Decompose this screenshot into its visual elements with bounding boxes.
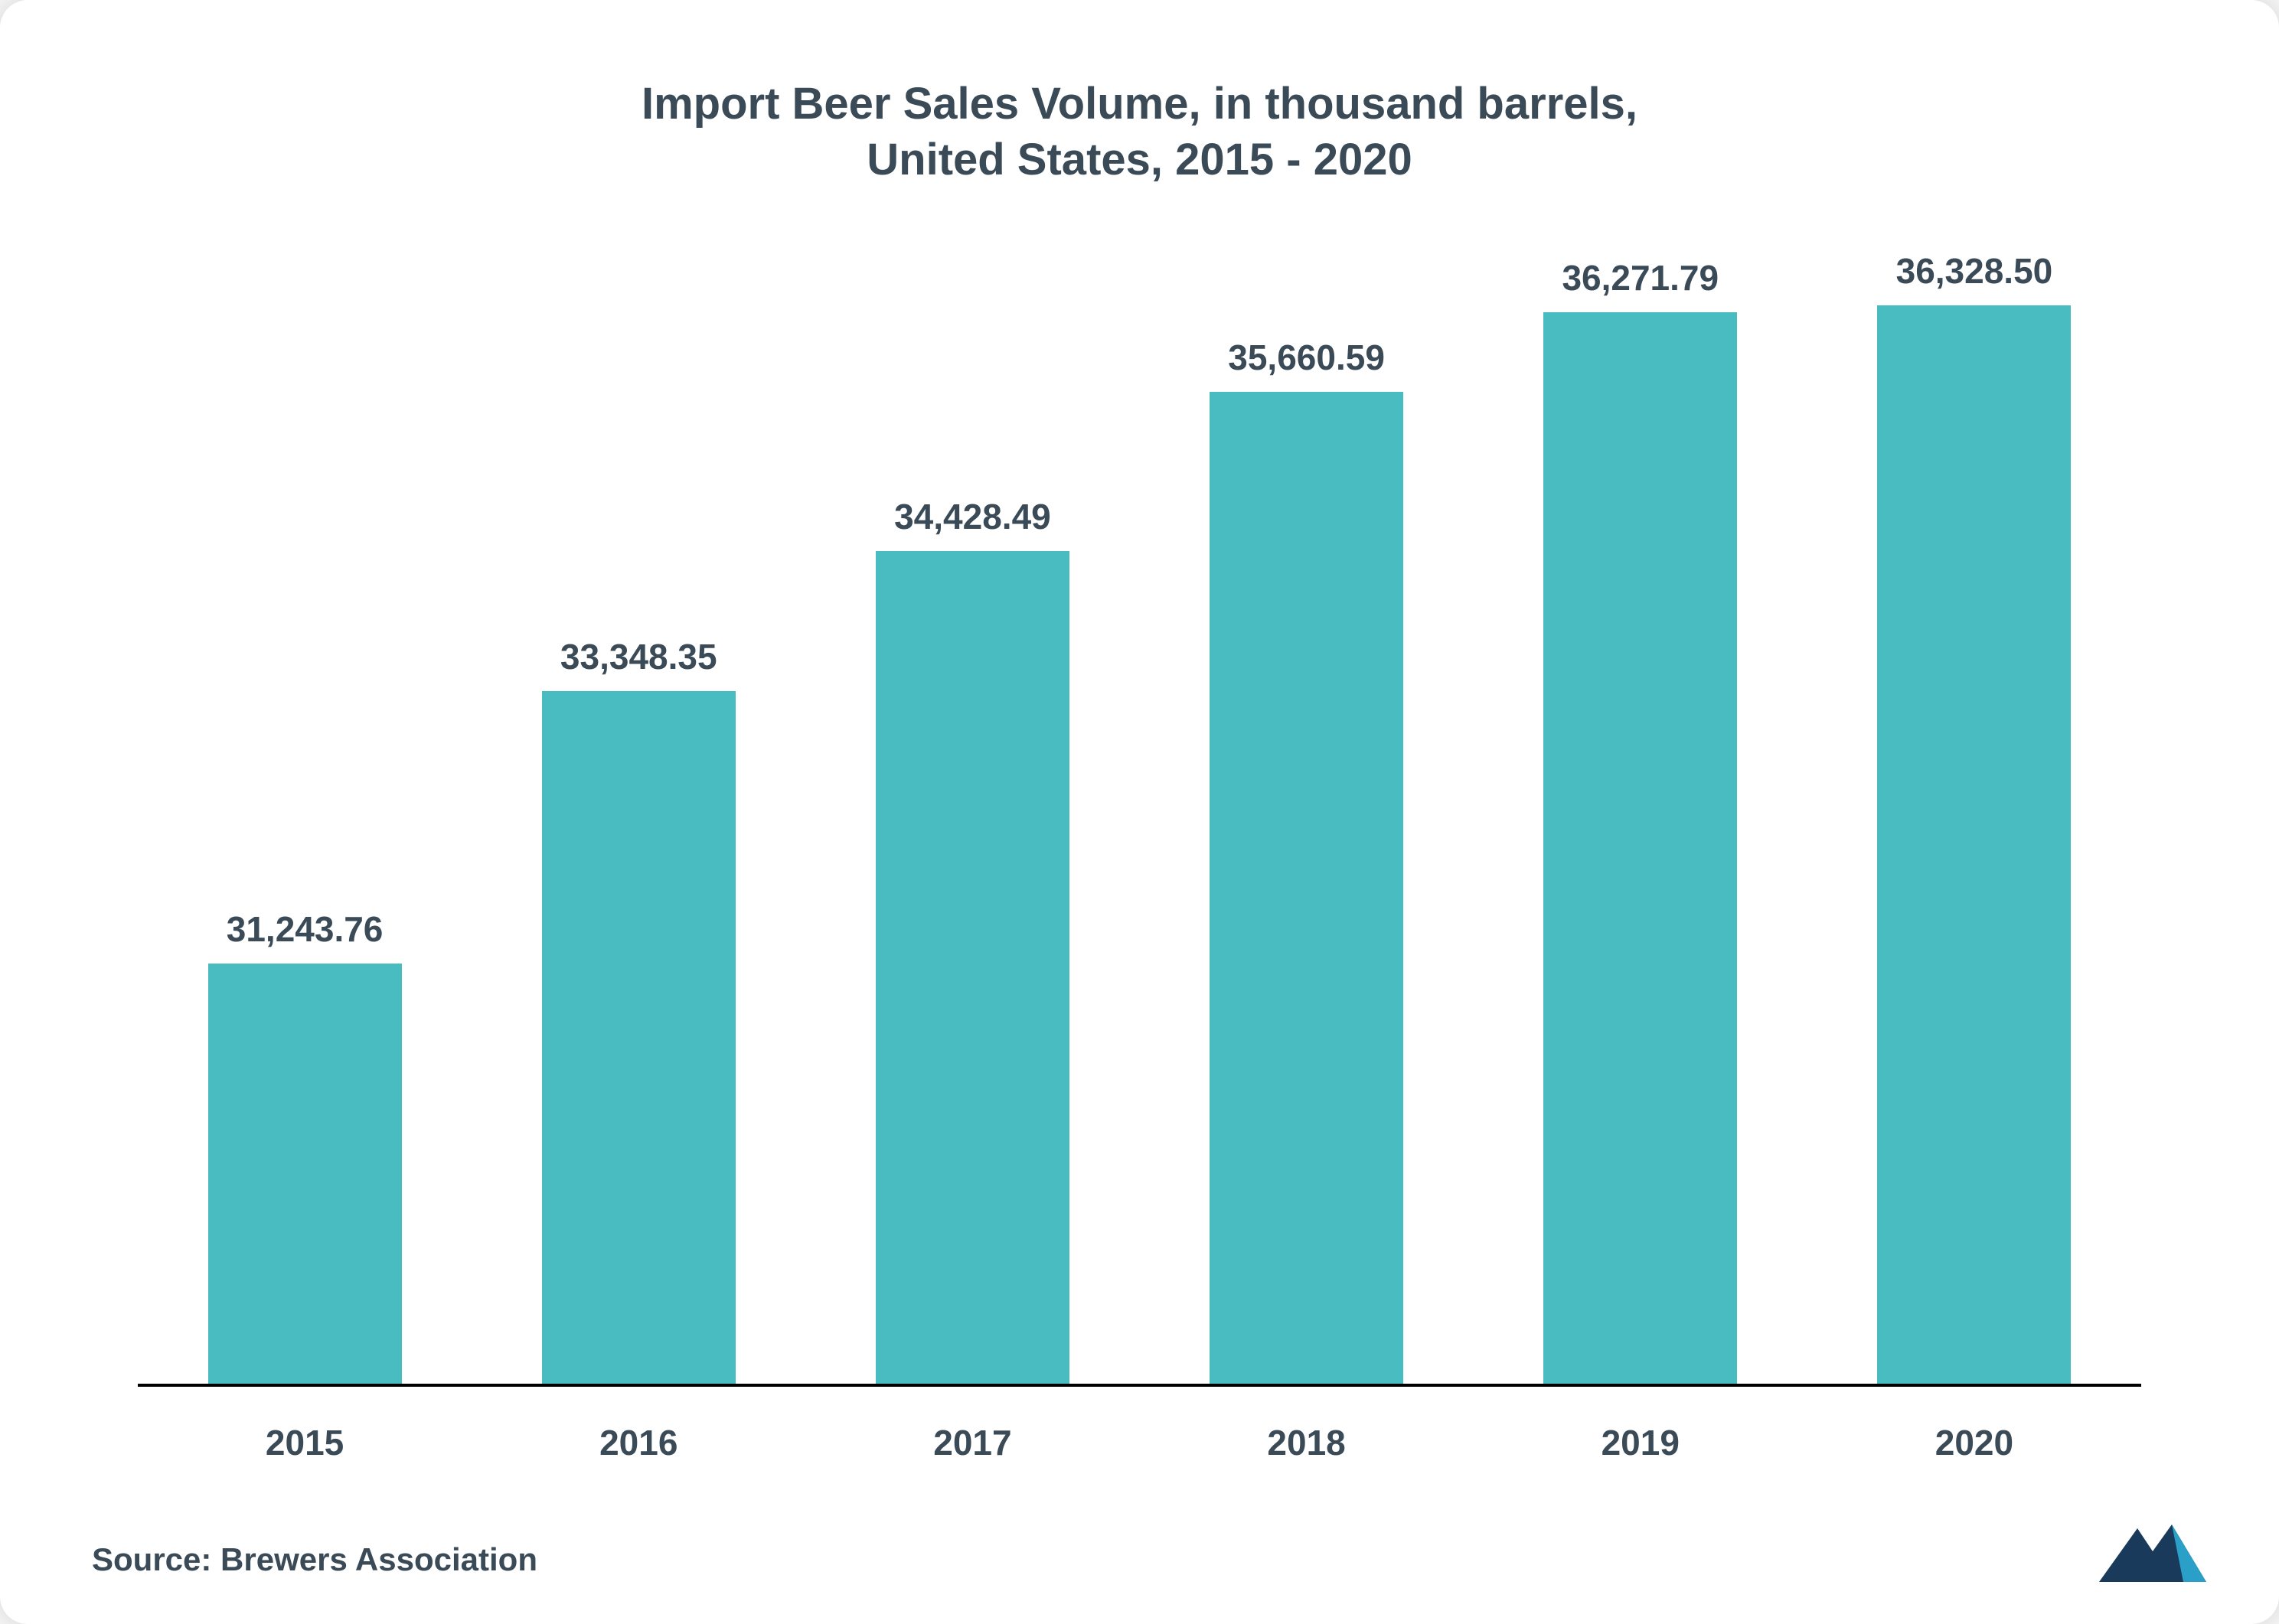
plot-region: 31,243.76 33,348.35 34,428.49 35,660.59 …	[138, 218, 2141, 1387]
x-label: 2019	[1474, 1422, 1807, 1463]
brand-logo-icon	[2095, 1517, 2210, 1586]
bar-slot: 31,243.76	[138, 218, 472, 1384]
bar-rect	[1210, 392, 1403, 1384]
chart-card: Import Beer Sales Volume, in thousand ba…	[0, 0, 2279, 1624]
x-axis-labels: 2015 2016 2017 2018 2019 2020	[138, 1422, 2141, 1463]
bar-slot: 34,428.49	[805, 218, 1139, 1384]
bar-rect	[1877, 305, 2071, 1384]
bar-value-label: 36,271.79	[1474, 257, 1807, 298]
bars-container: 31,243.76 33,348.35 34,428.49 35,660.59 …	[138, 218, 2141, 1384]
bar-rect	[1543, 312, 1737, 1384]
bar-rect	[208, 964, 402, 1384]
chart-area: 31,243.76 33,348.35 34,428.49 35,660.59 …	[92, 218, 2187, 1517]
bar-rect	[542, 691, 736, 1384]
source-text: Source: Brewers Association	[92, 1541, 537, 1578]
bar-slot: 35,660.59	[1140, 218, 1474, 1384]
bar-value-label: 35,660.59	[1140, 337, 1474, 378]
bar-value-label: 36,328.50	[1807, 250, 2141, 292]
bar-value-label: 31,243.76	[138, 908, 472, 950]
x-label: 2018	[1140, 1422, 1474, 1463]
chart-title: Import Beer Sales Volume, in thousand ba…	[92, 77, 2187, 188]
x-label: 2015	[138, 1422, 472, 1463]
bar-value-label: 34,428.49	[805, 496, 1139, 537]
bar-slot: 36,271.79	[1474, 218, 1807, 1384]
bar-value-label: 33,348.35	[472, 636, 805, 677]
bar-slot: 36,328.50	[1807, 218, 2141, 1384]
bar-slot: 33,348.35	[472, 218, 805, 1384]
x-label: 2017	[805, 1422, 1139, 1463]
x-label: 2016	[472, 1422, 805, 1463]
bar-rect	[876, 551, 1069, 1384]
x-label: 2020	[1807, 1422, 2141, 1463]
